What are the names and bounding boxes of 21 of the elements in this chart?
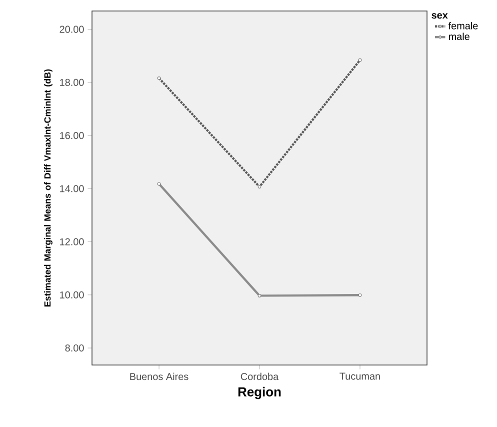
point xyxy=(258,294,262,298)
x-tick-label: Tucuman xyxy=(340,372,380,380)
y-tick-label: 8.00 xyxy=(65,344,84,352)
legend-label: male xyxy=(448,32,470,40)
y-tick-label: 20.00 xyxy=(60,26,84,33)
point xyxy=(258,185,262,188)
y-tick-label: 16.00 xyxy=(60,132,84,140)
x-tick-label: Cordoba xyxy=(240,372,279,380)
point xyxy=(157,182,161,186)
point xyxy=(358,58,362,62)
x-tick-label: Buenos Aires xyxy=(130,372,188,380)
point xyxy=(358,293,362,297)
y-tick-label: 18.00 xyxy=(60,78,84,86)
legend-title: sex xyxy=(432,13,448,19)
y-tick-label: 10.00 xyxy=(60,291,84,298)
y-tick-label: 12.00 xyxy=(60,238,84,246)
x-axis-title: Region xyxy=(238,386,281,400)
y-tick-label: 14.00 xyxy=(60,185,84,192)
legend-label: female xyxy=(448,22,478,30)
y-axis-title: Estimated Marginal Means of Diff VmaxInt-CminInt (dB) xyxy=(44,69,52,306)
point xyxy=(157,76,161,80)
